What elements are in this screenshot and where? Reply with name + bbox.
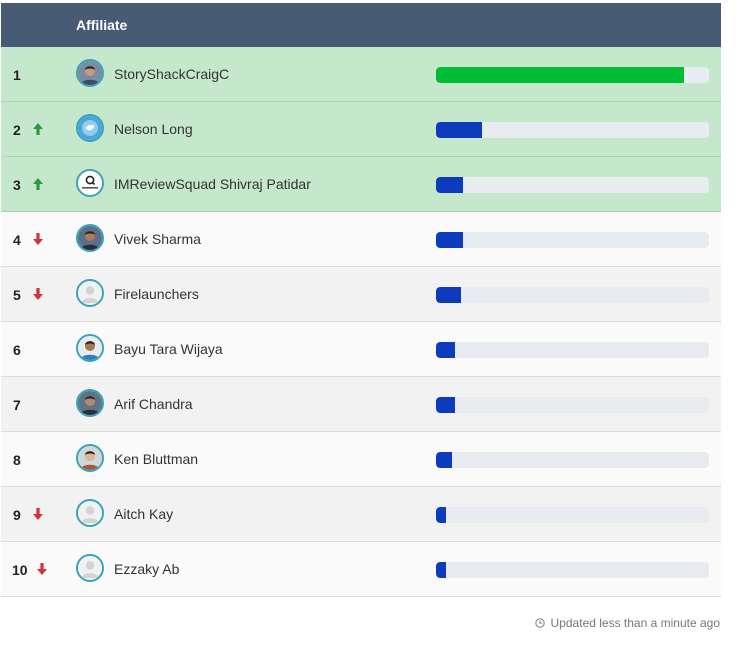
table-row[interactable]: 10 Ezzaky Ab <box>1 542 721 597</box>
table-row[interactable]: 2 Nelson Long <box>1 102 721 157</box>
arrow-up-icon <box>32 177 44 191</box>
affiliate-name[interactable]: Vivek Sharma <box>114 231 201 247</box>
progress-bar <box>436 177 709 193</box>
table-row[interactable]: 6 Bayu Tara Wijaya <box>1 322 721 377</box>
progress-bar <box>436 67 709 83</box>
avatar[interactable] <box>76 444 104 472</box>
table-row[interactable]: 3 IMReviewSquad Shivraj Patidar <box>1 157 721 212</box>
rank-number: 3 <box>13 177 21 193</box>
table-row[interactable]: 8 Ken Bluttman <box>1 432 721 487</box>
arrow-down-icon <box>32 507 44 521</box>
affiliate-name[interactable]: Nelson Long <box>114 121 193 137</box>
arrow-down-icon <box>32 287 44 301</box>
progress-bar-fill <box>436 287 461 303</box>
avatar[interactable] <box>76 169 104 197</box>
avatar[interactable] <box>76 224 104 252</box>
avatar[interactable] <box>76 59 104 87</box>
rank-number: 6 <box>13 342 21 358</box>
progress-bar <box>436 507 709 523</box>
avatar[interactable] <box>76 334 104 362</box>
progress-bar-fill <box>436 232 464 248</box>
affiliate-name[interactable]: Bayu Tara Wijaya <box>114 341 223 357</box>
progress-bar-fill <box>436 67 685 83</box>
affiliate-name[interactable]: StoryShackCraigC <box>114 66 230 82</box>
affiliate-column-header: Affiliate <box>76 17 128 33</box>
progress-bar <box>436 342 709 358</box>
progress-bar-fill <box>436 342 456 358</box>
progress-bar <box>436 232 709 248</box>
progress-bar-fill <box>436 452 453 468</box>
clock-icon <box>534 618 545 628</box>
leaderboard-header: Affiliate <box>1 3 721 47</box>
updated-text: Updated less than a minute ago <box>550 616 720 630</box>
leaderboard-rows: 1 StoryShackCraigC 2 Nelson Long 3 IMReviewSq… <box>1 47 721 597</box>
progress-bar-fill <box>436 397 456 413</box>
arrow-down-icon <box>32 232 44 246</box>
table-row[interactable]: 1 StoryShackCraigC <box>1 47 721 102</box>
progress-bar <box>436 122 709 138</box>
rank-number: 8 <box>13 452 21 468</box>
table-row[interactable]: 7 Arif Chandra <box>1 377 721 432</box>
table-row[interactable]: 4 Vivek Sharma <box>1 212 721 267</box>
affiliate-name[interactable]: Arif Chandra <box>114 396 193 412</box>
default-user-icon[interactable] <box>76 279 104 307</box>
progress-bar-fill <box>436 507 446 523</box>
progress-bar <box>436 397 709 413</box>
rank-number: 1 <box>13 67 21 83</box>
rank-number: 5 <box>13 287 21 303</box>
rank-number: 10 <box>12 562 28 578</box>
progress-bar-fill <box>436 122 483 138</box>
affiliate-name[interactable]: Firelaunchers <box>114 286 199 302</box>
rank-number: 2 <box>13 122 21 138</box>
affiliate-name[interactable]: Aitch Kay <box>114 506 174 522</box>
progress-bar-fill <box>436 177 464 193</box>
progress-bar <box>436 452 709 468</box>
table-row[interactable]: 5 Firelaunchers <box>1 267 721 322</box>
rank-number: 9 <box>13 507 21 523</box>
avatar[interactable] <box>76 114 104 142</box>
affiliate-name[interactable]: IMReviewSquad Shivraj Patidar <box>114 176 311 192</box>
progress-bar <box>436 287 709 303</box>
table-row[interactable]: 9 Aitch Kay <box>1 487 721 542</box>
leaderboard: Affiliate 1 StoryShackCraigC 2 Nelson Long 3… <box>1 3 721 597</box>
update-status: Updated less than a minute ago <box>534 616 720 630</box>
progress-bar-fill <box>436 562 446 578</box>
default-user-icon[interactable] <box>76 554 104 582</box>
affiliate-name[interactable]: Ezzaky Ab <box>114 561 180 577</box>
affiliate-name[interactable]: Ken Bluttman <box>114 451 199 467</box>
rank-number: 4 <box>13 232 21 248</box>
rank-number: 7 <box>13 397 21 413</box>
arrow-down-icon <box>36 562 48 576</box>
default-user-icon[interactable] <box>76 499 104 527</box>
arrow-up-icon <box>32 122 44 136</box>
avatar[interactable] <box>76 389 104 417</box>
progress-bar <box>436 562 709 578</box>
